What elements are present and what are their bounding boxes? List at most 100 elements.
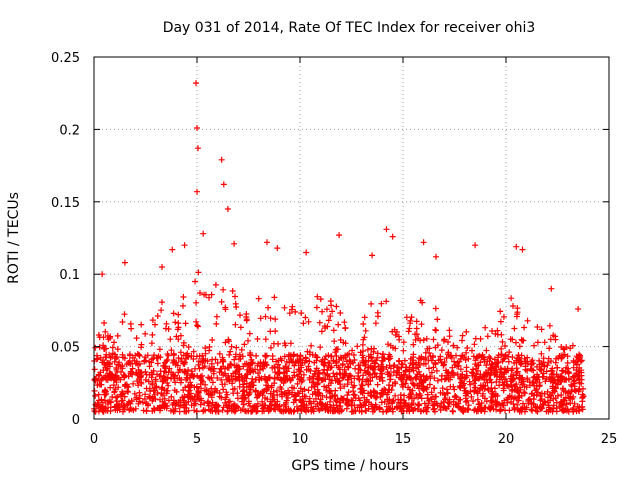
data-point <box>378 361 385 368</box>
data-point <box>310 379 317 386</box>
data-point <box>348 379 355 386</box>
data-point <box>513 339 519 346</box>
data-point <box>405 328 412 335</box>
data-point <box>181 359 188 366</box>
data-point <box>527 365 534 372</box>
data-point <box>451 358 458 365</box>
data-point <box>155 353 162 360</box>
data-point <box>374 381 381 388</box>
data-point <box>518 379 525 386</box>
data-point <box>519 246 526 253</box>
data-point <box>182 368 189 375</box>
data-point <box>182 384 189 391</box>
data-point <box>378 399 385 406</box>
data-point <box>286 351 292 358</box>
data-point <box>516 408 523 415</box>
data-point <box>410 354 417 361</box>
data-point <box>193 318 200 325</box>
data-point <box>333 398 340 405</box>
data-point <box>201 387 208 394</box>
data-point <box>389 233 396 240</box>
data-point <box>163 358 170 365</box>
data-point <box>265 304 272 311</box>
data-point <box>571 400 578 407</box>
data-point <box>175 399 182 405</box>
data-point <box>335 321 342 328</box>
data-point <box>305 318 312 325</box>
data-point <box>103 354 110 360</box>
data-point <box>424 395 431 402</box>
data-point <box>433 367 440 374</box>
data-point <box>575 388 582 395</box>
data-point <box>165 326 172 332</box>
data-point <box>394 364 401 371</box>
data-point <box>198 397 205 404</box>
data-point <box>327 364 334 371</box>
data-point <box>506 349 513 356</box>
data-point <box>457 366 464 373</box>
data-point <box>576 353 583 360</box>
data-point <box>461 385 468 391</box>
data-point <box>389 400 396 407</box>
data-point <box>274 245 281 252</box>
data-point <box>387 365 394 372</box>
data-point <box>133 335 140 342</box>
data-point <box>300 371 307 378</box>
data-point <box>576 404 583 411</box>
data-point <box>220 386 227 393</box>
data-point <box>568 381 575 388</box>
data-point <box>329 308 336 315</box>
data-point <box>327 404 333 411</box>
data-point <box>218 365 225 372</box>
data-point <box>205 391 212 398</box>
data-point <box>575 356 582 363</box>
x-axis-label: GPS time / hours <box>291 458 408 474</box>
data-point <box>121 259 128 266</box>
data-point <box>283 391 290 398</box>
data-point <box>174 362 181 369</box>
data-point <box>225 364 232 371</box>
data-point <box>522 366 529 373</box>
data-point <box>498 374 505 381</box>
data-point <box>306 398 313 405</box>
data-point <box>190 373 197 380</box>
data-point <box>570 364 577 371</box>
data-point <box>473 408 480 415</box>
data-point <box>261 402 268 409</box>
data-point <box>405 384 412 391</box>
data-point <box>273 402 280 409</box>
data-point <box>432 344 439 351</box>
data-point <box>523 404 530 411</box>
data-point <box>241 378 248 385</box>
data-point <box>520 337 527 344</box>
data-point <box>401 357 408 364</box>
data-point <box>529 407 536 414</box>
data-point <box>243 371 250 378</box>
data-point <box>422 354 429 361</box>
data-point <box>457 374 464 381</box>
data-point <box>141 358 148 365</box>
data-point <box>255 370 261 377</box>
data-point <box>552 336 559 343</box>
data-point <box>328 364 335 371</box>
data-point <box>420 360 427 367</box>
data-point <box>198 377 205 384</box>
data-point <box>270 340 277 347</box>
data-point <box>406 325 413 332</box>
data-point <box>469 347 475 354</box>
data-point <box>202 381 209 388</box>
data-point <box>206 375 213 382</box>
data-point <box>470 398 477 404</box>
data-point <box>197 374 204 381</box>
data-point <box>540 370 547 377</box>
data-point <box>240 401 247 408</box>
data-point <box>206 294 212 301</box>
data-point <box>142 368 149 375</box>
data-point <box>171 387 178 394</box>
data-point <box>387 342 394 349</box>
data-point <box>466 378 473 385</box>
data-point <box>142 354 149 361</box>
data-point <box>175 311 182 318</box>
data-point <box>103 376 110 383</box>
data-point <box>484 379 491 386</box>
